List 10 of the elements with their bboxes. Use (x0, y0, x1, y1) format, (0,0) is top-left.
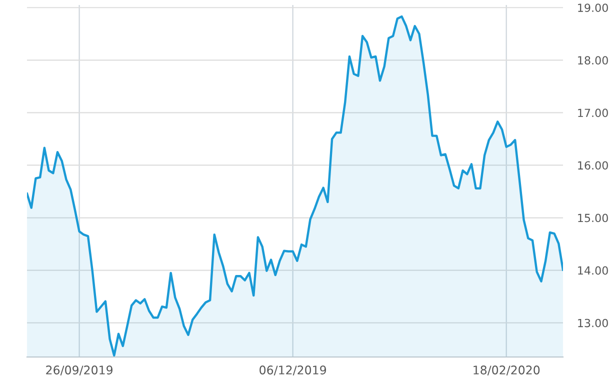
x-tick-label: 06/12/2019 (260, 366, 326, 376)
y-tick-label: 17.00 (578, 108, 608, 118)
y-tick-label: 18.00 (578, 56, 608, 65)
x-tick-label: 26/09/2019 (46, 366, 112, 376)
x-tick-label: 18/02/2020 (474, 366, 540, 376)
y-tick-label: 13.00 (578, 318, 608, 328)
y-tick-label: 16.00 (578, 161, 608, 170)
y-tick-label: 19.00 (578, 4, 608, 12)
y-tick-label: 15.00 (578, 214, 608, 222)
y-tick-label: 14.00 (578, 266, 608, 275)
